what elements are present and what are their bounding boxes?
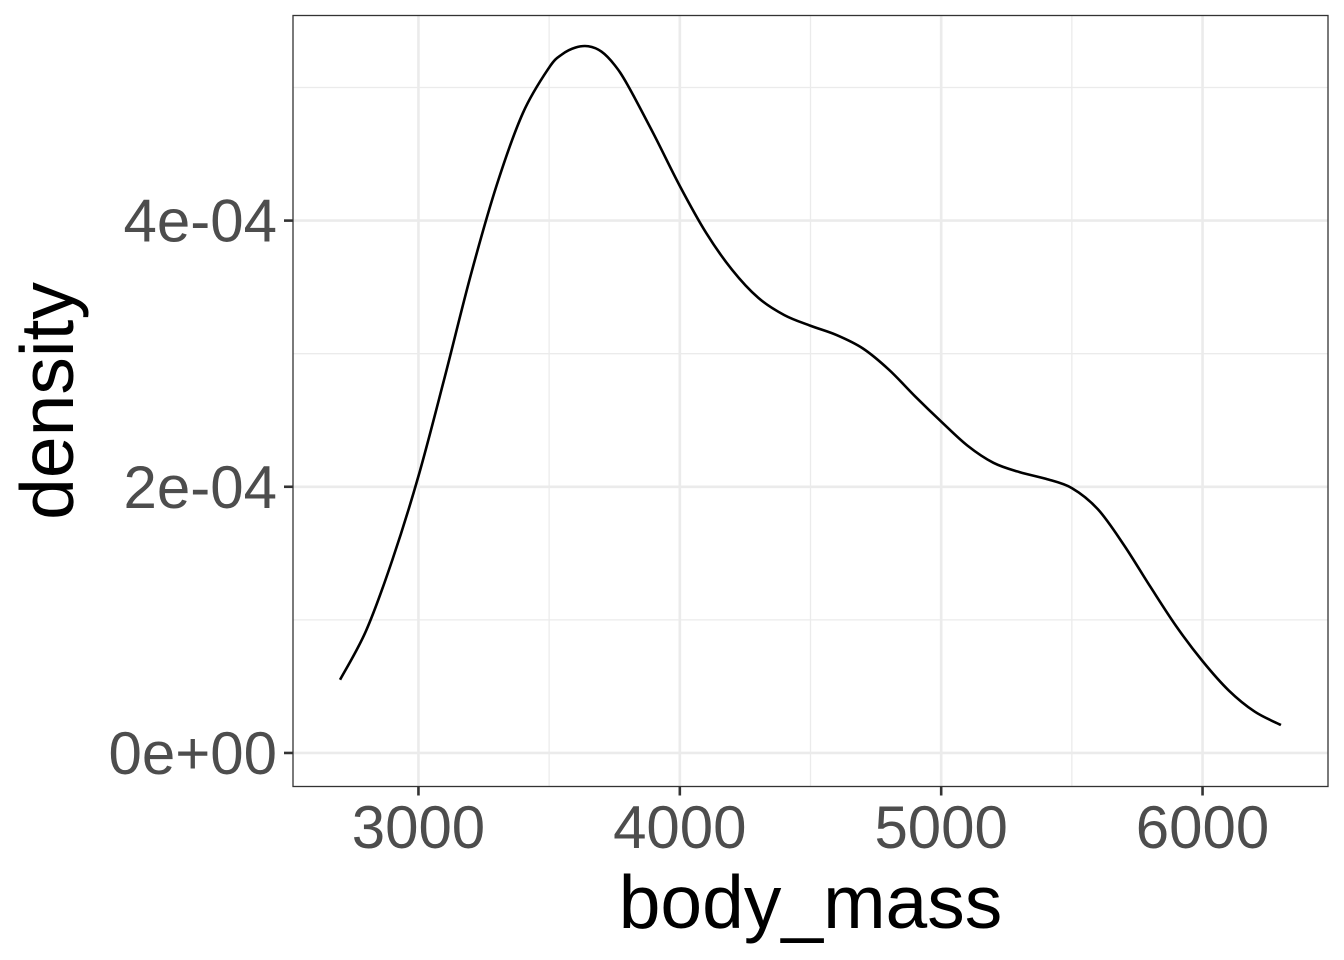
y-axis-title: density (5, 282, 89, 520)
series-layer (338, 44, 1282, 727)
y-tick-label: 0e+00 (108, 720, 277, 787)
x-tick-label: 3000 (352, 794, 485, 861)
major-gridlines (293, 15, 1328, 787)
x-tick-label: 4000 (613, 794, 746, 861)
x-axis-title: body_mass (619, 860, 1003, 944)
y-tick-label: 2e-04 (124, 454, 277, 521)
x-tick-labels: 3000 4000 5000 6000 (352, 794, 1270, 861)
axis-ticks (284, 219, 1204, 796)
minor-gridlines (293, 15, 1328, 787)
x-tick-label: 6000 (1136, 794, 1269, 861)
panel-border (292, 14, 1329, 788)
x-tick-label: 5000 (874, 794, 1007, 861)
density-line-0 (338, 44, 1282, 727)
y-tick-labels: 0e+00 2e-04 4e-04 (108, 188, 277, 787)
y-tick-label: 4e-04 (124, 188, 277, 255)
